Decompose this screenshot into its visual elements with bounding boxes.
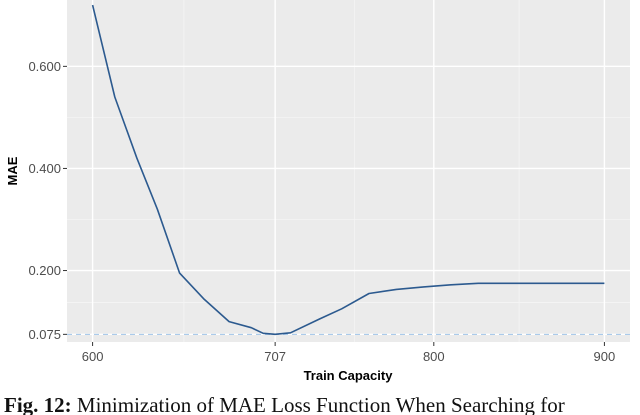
figure-caption: Fig. 12: Minimization of MAE Loss Functi… <box>4 393 640 415</box>
y-tick-label: 0.200 <box>28 263 61 278</box>
x-tick-label: 800 <box>423 349 445 364</box>
x-axis-title: Train Capacity <box>304 368 394 383</box>
x-axis: 600 707 800 900 <box>82 342 616 364</box>
y-axis: 0.075 0.200 0.400 0.600 <box>28 59 67 342</box>
y-tick-label: 0.600 <box>28 59 61 74</box>
plot-panel <box>67 0 630 342</box>
y-tick-label: 0.400 <box>28 161 61 176</box>
x-tick-label: 600 <box>82 349 104 364</box>
mae-line-chart: 0.075 0.200 0.400 0.600 600 707 800 900 Train … <box>5 0 630 383</box>
series-line <box>91 4 605 336</box>
x-tick-label: 900 <box>594 349 616 364</box>
figure-caption-label: Fig. 12: <box>4 393 72 415</box>
x-tick-label: 707 <box>264 349 286 364</box>
series-layer <box>91 4 605 336</box>
figure-caption-text: Minimization of MAE Loss Function When S… <box>71 393 565 415</box>
y-axis-title: MAE <box>5 156 20 185</box>
y-tick-label: 0.075 <box>28 327 61 342</box>
